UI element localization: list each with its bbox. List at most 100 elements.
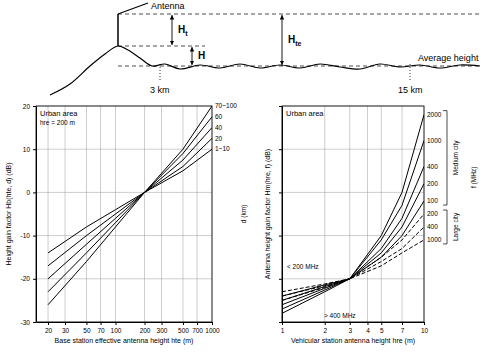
figure: AntennaHtHHteAverage height3 km15 km2030…	[0, 0, 499, 356]
series-label: 60	[215, 113, 223, 120]
x-tick: 70	[97, 322, 105, 334]
y-tick	[279, 279, 282, 280]
y-tick: -20	[21, 275, 36, 282]
x-tick-label: 70	[97, 327, 105, 334]
series-line	[48, 106, 212, 305]
series-line	[48, 149, 212, 253]
y-tick: -10	[21, 232, 36, 239]
x-tick-mark	[325, 322, 326, 325]
grid	[36, 106, 212, 322]
y-tick-label: -30	[21, 319, 31, 326]
x-tick-mark	[381, 322, 382, 325]
x-tick-mark	[212, 322, 213, 325]
grid-line	[282, 149, 424, 150]
y-tick-mark	[33, 192, 36, 193]
series-label: 400	[427, 163, 438, 170]
y-tick-mark	[33, 149, 36, 150]
grid-line	[182, 106, 183, 322]
grid-line	[282, 278, 424, 279]
x-tick-mark	[116, 322, 117, 325]
y-tick-label: -20	[21, 275, 31, 282]
grid-line	[65, 106, 66, 322]
grid	[282, 106, 424, 322]
x-tick-mark	[162, 322, 163, 325]
annotation: < 200 MHz	[287, 263, 319, 270]
chart-title: Urban area	[286, 109, 324, 118]
series-line	[282, 214, 424, 292]
annotation: d (km)	[240, 205, 248, 223]
y-tick-mark	[33, 279, 36, 280]
x-tick: 300	[157, 322, 168, 334]
series-line	[282, 240, 424, 300]
x-tick-label: 4	[366, 327, 370, 334]
x-tick: 20	[45, 322, 53, 334]
y-tick: -30	[21, 319, 36, 326]
x-axis-line	[37, 322, 213, 323]
y-tick-label: 10	[23, 146, 31, 153]
y-tick: 0	[26, 189, 36, 196]
x-tick-mark	[183, 322, 184, 325]
chart-title: Urban area	[40, 109, 78, 118]
distance-marker	[410, 64, 411, 82]
series-line	[282, 141, 424, 309]
height-label: H	[198, 50, 205, 61]
x-tick-label: 500	[178, 327, 189, 334]
series-label: 70~100	[215, 102, 237, 109]
background	[0, 0, 499, 356]
x-tick-mark	[86, 322, 87, 325]
series-label: 20	[215, 135, 223, 142]
y-tick-mark	[279, 322, 282, 323]
x-tick-mark	[367, 322, 368, 325]
x-tick-mark	[48, 322, 49, 325]
y-axis-line	[36, 107, 37, 323]
x-axis-title: Vehicular station antenna height hre (m)	[291, 337, 415, 345]
reference-line	[118, 14, 480, 15]
height-label: Hte	[288, 34, 302, 47]
series-label: 200	[427, 180, 438, 187]
x-axis-line	[283, 322, 425, 323]
series-labels: 1~1020406070~100	[215, 102, 237, 152]
y-tick-mark	[33, 106, 36, 107]
series-label: 1000	[427, 236, 442, 243]
antenna	[118, 3, 148, 14]
series-line	[48, 138, 212, 265]
y-tick-mark	[33, 322, 36, 323]
x-tick: 3	[348, 322, 352, 334]
height-arrow	[282, 15, 283, 65]
plot-frame	[36, 106, 212, 322]
terrain-diagram: AntennaHtHHteAverage height3 km15 km	[50, 1, 480, 95]
series-label: 400	[427, 223, 438, 230]
x-tick-label: 300	[157, 327, 168, 334]
annotation: Large city	[452, 212, 460, 241]
x-tick: 1000	[205, 322, 220, 334]
y-tick: 10	[23, 146, 36, 153]
y-tick	[279, 192, 282, 193]
x-tick-mark	[350, 322, 351, 325]
reference-line	[118, 66, 480, 67]
x-tick-mark	[101, 322, 102, 325]
x-axis: 203050701002003005007001000	[37, 322, 221, 334]
series-label: 1000	[427, 137, 442, 144]
x-tick: 2	[323, 322, 327, 334]
y-axis: -30-20-1001020	[21, 103, 37, 326]
x-tick: 1	[281, 322, 285, 334]
x-tick: 30	[62, 322, 70, 334]
chart: 203050701002003005007001000-30-20-100102…	[5, 102, 248, 345]
x-tick-label: 1000	[205, 327, 220, 334]
x-axis-title: Base station effective antenna height ht…	[55, 337, 194, 345]
series-line	[282, 184, 424, 301]
series-lines	[282, 115, 424, 314]
grid-line	[349, 106, 350, 322]
series-line	[282, 227, 424, 296]
grid-line	[100, 106, 101, 322]
x-axis: 12345710	[281, 322, 429, 334]
plot-frame	[282, 106, 424, 322]
x-tick-label: 200	[140, 327, 151, 334]
y-tick	[279, 149, 282, 150]
x-tick-label: 30	[62, 327, 70, 334]
distance-label: 3 km	[150, 85, 170, 95]
series-line	[48, 128, 212, 279]
average-height-label: Average height	[418, 53, 479, 63]
grid-line	[161, 106, 162, 322]
series-line	[282, 201, 424, 296]
